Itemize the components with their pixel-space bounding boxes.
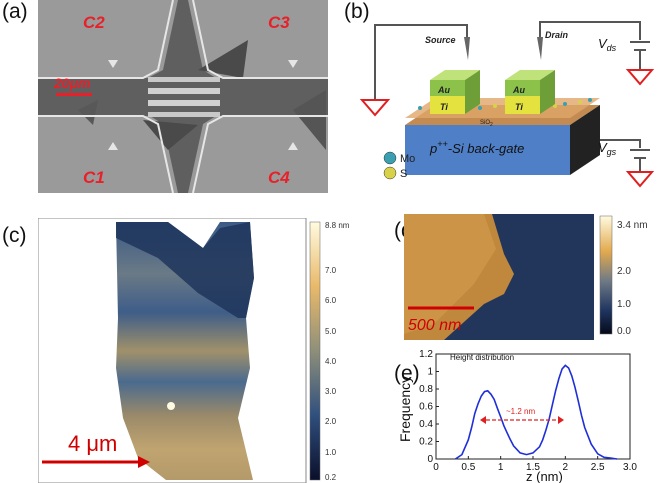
colorbar-c-tick: 5.0 [325,327,337,336]
scalebar-a [56,93,92,96]
source-label: Source [425,35,456,45]
y-axis-label: Frequency [398,376,413,442]
x-tick-label: 3.0 [623,462,637,473]
colorbar-c-tick: 4.0 [325,357,337,366]
vds-label: Vds [598,36,617,53]
annotation-label: ~1.2 nm [506,407,535,416]
x-tick-label: 0.5 [461,462,475,473]
scalebar-label-a: 20μm [53,75,90,91]
colorbar-c-tick: 3.0 [325,387,337,396]
y-tick-label: 0.4 [419,419,433,430]
colorbar-c [309,221,321,481]
s-legend-marker [383,166,397,180]
y-tick-label: 1.2 [419,349,433,360]
contact-c2: C2 [83,13,105,32]
colorbar-c-tick: 6.0 [325,296,337,305]
mo-legend-marker [383,151,397,165]
y-tick-label: 0.2 [419,437,433,448]
scalebar-label-c: 4 μm [68,431,117,456]
y-tick-label: 0.6 [419,402,433,413]
series-line [454,364,618,460]
drain-label: Drain [545,30,569,40]
x-axis-label: z (nm) [526,469,563,483]
panel-a-label: (a) [2,0,28,23]
y-tick-label: 0 [427,454,433,465]
panel-e-label: (e) [394,362,420,385]
colorbar-d [599,215,613,335]
panel-b-label: (b) [344,0,370,23]
x-tick-label: 2 [563,462,569,473]
x-tick-label: 0 [433,462,439,473]
scalebar-label-d: 500 nm [408,317,461,334]
colorbar-c-tick: 8.8 nm [325,221,350,230]
colorbar-d-tick: 2.0 [617,266,631,277]
vgs-label: Vgs [598,140,617,157]
chart-title: Height distribution [450,353,514,362]
x-tick-label: 1 [498,462,504,473]
colorbar-c-tick: 0.2 [325,473,337,482]
sio2-label: SiO2 [480,120,493,128]
afm-image-large: 4 μm 8.8 nm 7.0 6.0 5.0 4.0 3.0 2.0 1.0 … [38,218,350,483]
colorbar-c-tick: 1.0 [325,448,337,457]
annotation-arrow [480,416,564,424]
au-label-2: Au [512,85,525,95]
s-legend-label: S [400,168,407,180]
x-tick-label: 2.5 [591,462,605,473]
backgate-label: p++-Si back-gate [429,139,524,156]
au-label-1: Au [437,85,450,95]
y-tick-label: 1 [427,367,433,378]
ti-label-1: Ti [440,102,448,112]
colorbar-c-tick: 2.0 [325,417,337,426]
contact-c4: C4 [268,168,290,187]
y-tick-label: 0.8 [419,384,433,395]
optical-micrograph: C2 C3 C1 C4 20μm [38,0,328,193]
device-schematic: Source Drain Au Ti Au Ti SiO2 p++-Si bac… [359,21,655,188]
colorbar-d-tick: 3.4 nm [617,220,648,231]
afm-image-zoom: 500 nm 3.4 nm 2.0 1.0 0.0 [404,214,648,340]
panel-c-label: (c) [2,224,27,247]
colorbar-d-tick: 1.0 [617,299,631,310]
mo-legend-label: Mo [400,153,415,165]
ti-label-2: Ti [515,102,523,112]
contact-c3: C3 [268,13,290,32]
x-tick-label: 1.5 [526,462,540,473]
colorbar-d-tick: 0.0 [617,326,631,337]
colorbar-c-tick: 7.0 [325,266,337,275]
contact-c1: C1 [83,168,105,187]
height-distribution-chart: 0 0.5 1 1.5 2 2.5 3.0 0 0.2 0.4 0.6 0.8 1 1.2 Height … [398,349,637,483]
